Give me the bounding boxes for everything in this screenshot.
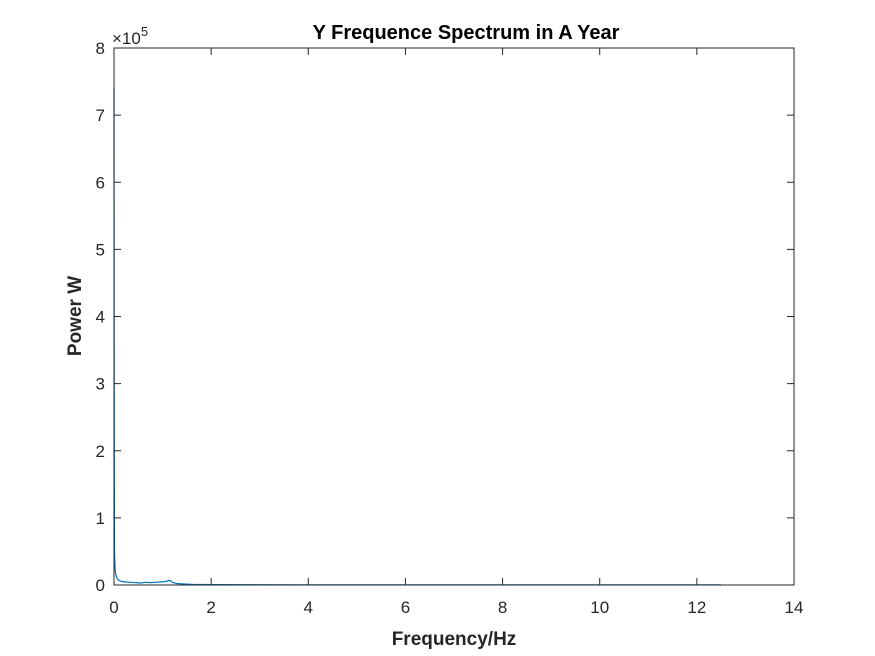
y-tick-label: 8 <box>96 39 105 58</box>
y-tick-label: 2 <box>96 442 105 461</box>
x-axis-ticks: 0 2 4 6 8 10 12 14 <box>109 48 803 617</box>
x-tick-label: 4 <box>304 598 313 617</box>
y-exponent-label: ×105 <box>112 24 148 48</box>
y-tick-label: 4 <box>96 308 105 327</box>
axes-background <box>114 48 794 585</box>
x-tick-label: 8 <box>498 598 507 617</box>
y-axis-ticks: 0 1 2 3 4 5 6 7 8 <box>96 39 794 595</box>
y-tick-label: 6 <box>96 173 105 192</box>
x-axis-label: Frequency/Hz <box>392 629 517 650</box>
y-exponent-power: 5 <box>141 24 148 39</box>
y-tick-label: 0 <box>96 576 105 595</box>
x-tick-label: 6 <box>401 598 410 617</box>
x-tick-label: 12 <box>687 598 706 617</box>
y-tick-label: 7 <box>96 106 105 125</box>
chart-title: Y Frequence Spectrum in A Year <box>313 22 620 44</box>
x-tick-label: 2 <box>206 598 215 617</box>
y-exponent-base: ×10 <box>112 29 141 48</box>
x-tick-label: 10 <box>590 598 609 617</box>
y-tick-label: 1 <box>96 509 105 528</box>
y-tick-label: 5 <box>96 240 105 259</box>
y-axis-label: Power W <box>65 276 86 356</box>
x-tick-label: 0 <box>109 598 118 617</box>
y-tick-label: 3 <box>96 375 105 394</box>
x-tick-label: 14 <box>785 598 804 617</box>
